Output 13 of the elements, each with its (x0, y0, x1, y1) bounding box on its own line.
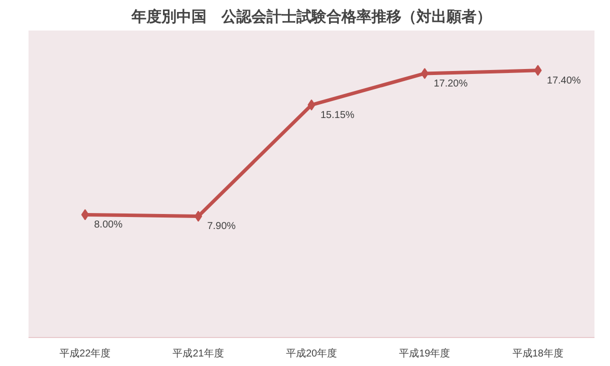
x-tick-label: 平成22年度 (60, 348, 111, 360)
point (420, 68, 429, 79)
chart-title: 年度別中国 公認会計士試験合格率推移（対出願者） (130, 8, 492, 26)
data-label: 17.20% (434, 78, 468, 90)
data-label: 15.15% (320, 110, 355, 121)
x-tick-label: 平成21年度 (172, 348, 224, 360)
data-label: 8.00% (94, 220, 123, 231)
x-tick-label: 平成20年度 (286, 348, 338, 360)
data-label: 7.90% (207, 221, 236, 232)
x-tick-label: 平成18年度 (512, 348, 564, 360)
x-tick-label: 平成19年度 (399, 348, 450, 360)
data-label: 17.40% (546, 75, 581, 86)
point (194, 210, 202, 222)
